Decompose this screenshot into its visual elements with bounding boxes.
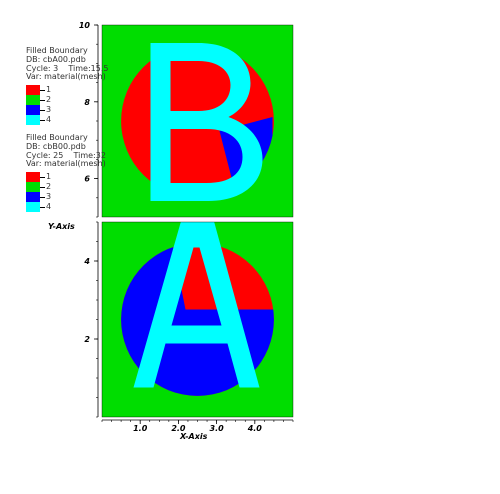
- x-tick-label: 1.0: [133, 424, 148, 433]
- legend-top-items: 1 2 3 4: [26, 85, 108, 126]
- legend-bottom-db: DB: cbB00.pdb: [26, 141, 86, 151]
- y-tick-label: 6: [84, 175, 90, 184]
- legend-bottom-item-2: 2: [26, 182, 106, 193]
- legend-bottom-items: 1 2 3 4: [26, 172, 106, 213]
- y-tick-label: 2: [84, 335, 90, 344]
- x-axis-title: X-Axis: [180, 432, 208, 441]
- legend-top-item-1: 1: [26, 85, 108, 96]
- panel-bottom: 24: [83, 221, 294, 418]
- legend-top-item-2: 2: [26, 95, 108, 106]
- legend-swatch-cyan: [26, 202, 40, 213]
- legend-bottom-time: Time:32: [73, 150, 106, 160]
- x-tick-label: 4.0: [247, 424, 263, 433]
- legend-bottom-item-3: 3: [26, 192, 106, 203]
- legend-bottom-title: Filled Boundary: [26, 133, 88, 142]
- legend-swatch-green: [26, 95, 40, 106]
- y-tick-label: 10: [79, 21, 91, 30]
- legend-top: Filled Boundary DB: cbA00.pdb Cycle: 3 T…: [26, 46, 109, 126]
- legend-bottom-cycle-time: Cycle: 25 Time:32: [26, 150, 106, 161]
- legend-label: 2: [46, 95, 52, 105]
- x-tick-label: 3.0: [210, 424, 225, 433]
- y-tick-label: 4: [83, 257, 90, 266]
- legend-swatch-blue: [26, 105, 40, 116]
- legend-top-cycle: Cycle: 3: [26, 63, 59, 73]
- x-axis: 1.0 2.0 3.0 4.0: [101, 419, 294, 433]
- legend-top-item-3: 3: [26, 105, 108, 116]
- legend-bottom: Filled Boundary DB: cbB00.pdb Cycle: 25 …: [26, 133, 106, 213]
- legend-bottom-item-4: 4: [26, 202, 106, 213]
- material-4-letter-a: [133, 222, 260, 388]
- y-axis-title: Y-Axis: [48, 222, 75, 231]
- legend-bottom-var: Var: material(mesh): [26, 159, 106, 169]
- legend-top-item-4: 4: [26, 115, 108, 126]
- legend-label: 3: [46, 192, 52, 202]
- legend-top-title: Filled Boundary: [26, 46, 88, 55]
- y-tick-label: 8: [84, 98, 90, 107]
- legend-label: 2: [46, 182, 52, 192]
- legend-swatch-cyan: [26, 115, 40, 126]
- legend-label: 4: [46, 202, 52, 212]
- legend-swatch-red: [26, 85, 40, 96]
- material-4-letter-b: [150, 43, 263, 201]
- legend-swatch-blue: [26, 192, 40, 203]
- legend-swatch-red: [26, 172, 40, 183]
- panel-frame: [101, 221, 294, 418]
- legend-top-var: Var: material(mesh): [26, 72, 106, 82]
- legend-label: 4: [46, 115, 52, 125]
- legend-bottom-cycle: Cycle: 25: [26, 150, 64, 160]
- legend-top-cycle-time: Cycle: 3 Time:15.5: [26, 63, 109, 74]
- panel-inner: [121, 222, 274, 396]
- legend-label: 1: [46, 85, 52, 95]
- legend-label: 3: [46, 105, 52, 115]
- legend-swatch-green: [26, 182, 40, 193]
- x-tick-label: 2.0: [171, 424, 186, 433]
- panel-top: 6 8 10: [79, 21, 294, 218]
- legend-top-time: Time:15.5: [68, 63, 109, 73]
- legend-top-db: DB: cbA00.pdb: [26, 54, 86, 64]
- panel-frame: [101, 24, 294, 218]
- legend-label: 1: [46, 172, 52, 182]
- legend-bottom-item-1: 1: [26, 172, 106, 183]
